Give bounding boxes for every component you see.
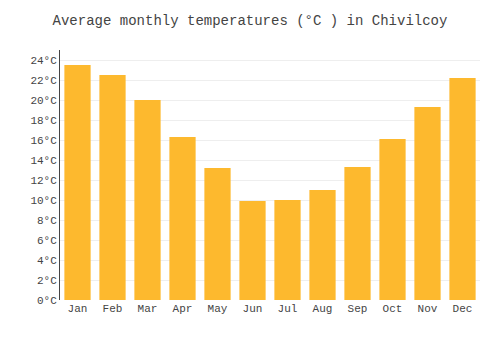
svg-text:14°C: 14°C <box>30 155 57 167</box>
svg-text:Aug: Aug <box>313 303 333 315</box>
svg-text:0°C: 0°C <box>37 295 57 307</box>
svg-text:4°C: 4°C <box>37 255 57 267</box>
svg-text:24°C: 24°C <box>30 55 57 67</box>
svg-text:6°C: 6°C <box>37 235 57 247</box>
svg-text:Feb: Feb <box>103 303 123 315</box>
svg-text:Mar: Mar <box>138 303 158 315</box>
svg-text:12°C: 12°C <box>30 175 57 187</box>
svg-text:Jul: Jul <box>278 303 298 315</box>
svg-text:22°C: 22°C <box>30 75 57 87</box>
svg-text:2°C: 2°C <box>37 275 57 287</box>
svg-text:Jun: Jun <box>243 303 263 315</box>
svg-text:Oct: Oct <box>383 303 403 315</box>
svg-text:16°C: 16°C <box>30 135 57 147</box>
svg-text:20°C: 20°C <box>30 95 57 107</box>
svg-text:Nov: Nov <box>418 303 438 315</box>
svg-text:May: May <box>208 303 228 315</box>
svg-text:Average monthly temperatures (: Average monthly temperatures (°C ) in Ch… <box>53 13 448 29</box>
svg-text:10°C: 10°C <box>30 195 57 207</box>
svg-text:Apr: Apr <box>173 303 193 315</box>
svg-text:Jan: Jan <box>68 303 88 315</box>
svg-text:Dec: Dec <box>453 303 473 315</box>
svg-text:8°C: 8°C <box>37 215 57 227</box>
svg-text:Sep: Sep <box>348 303 368 315</box>
svg-text:18°C: 18°C <box>30 115 57 127</box>
